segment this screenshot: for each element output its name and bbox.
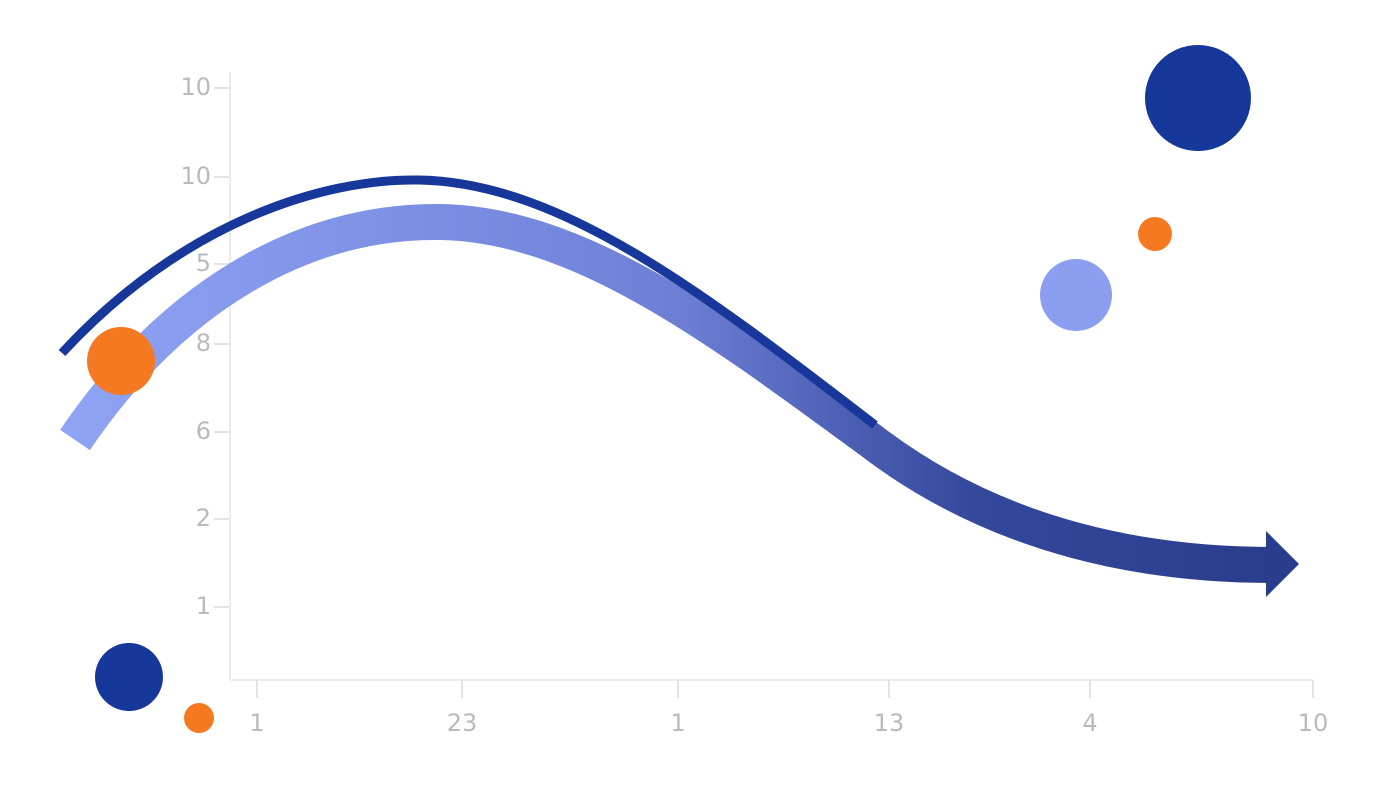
x-label: 1 xyxy=(249,709,264,737)
y-label: 10 xyxy=(180,162,211,190)
arrow-head xyxy=(1266,531,1299,597)
y-label: 2 xyxy=(196,504,211,532)
y-label: 8 xyxy=(196,329,211,357)
y-label: 1 xyxy=(196,592,211,620)
orange-dot xyxy=(87,327,155,395)
x-label: 23 xyxy=(447,709,478,737)
orange-dot xyxy=(1138,217,1172,251)
y-label: 5 xyxy=(196,249,211,277)
x-label: 4 xyxy=(1082,709,1097,737)
axis-labels: 10 10 5 8 6 2 1 1 23 1 13 4 10 xyxy=(180,73,1328,737)
lavender-dot xyxy=(1040,259,1112,331)
thin-curve xyxy=(58,175,878,429)
x-label: 13 xyxy=(874,709,905,737)
thick-curve xyxy=(60,203,1273,583)
navy-dot xyxy=(1145,45,1251,151)
navy-dot xyxy=(95,643,163,711)
y-label: 10 xyxy=(180,73,211,101)
x-label: 1 xyxy=(670,709,685,737)
orange-dot xyxy=(184,703,214,733)
x-label: 10 xyxy=(1298,709,1329,737)
y-label: 6 xyxy=(196,417,211,445)
